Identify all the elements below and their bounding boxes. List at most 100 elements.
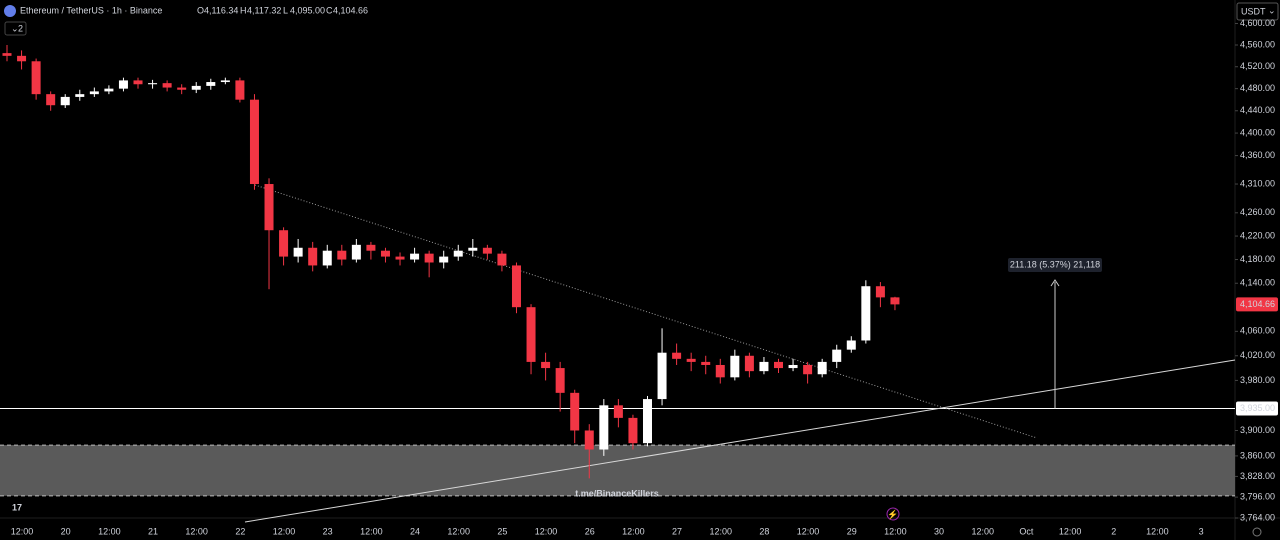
x-tick-label: 24 xyxy=(410,526,420,536)
candle-body xyxy=(322,250,332,266)
candle-body xyxy=(570,392,580,431)
candle-body xyxy=(584,430,594,450)
measure-box xyxy=(1008,258,1102,272)
event-icon-glyph: ⚡ xyxy=(887,508,898,520)
y-tick-label: 4,360.00 xyxy=(1240,150,1275,160)
y-tick-label: 3,980.00 xyxy=(1240,375,1275,385)
chevron: ⌄ xyxy=(11,23,19,33)
candle-body xyxy=(803,364,813,375)
x-tick-label: 12:00 xyxy=(11,526,34,536)
trend-line xyxy=(254,184,1038,439)
hline-label: 3,935.00 xyxy=(1240,403,1275,413)
ohlc-key: L xyxy=(283,5,288,15)
candle-body xyxy=(555,368,565,393)
candle-body xyxy=(832,349,842,362)
trend-line xyxy=(244,359,1236,523)
candle-body xyxy=(774,361,784,369)
x-tick-label: 23 xyxy=(323,526,333,536)
candle-body xyxy=(890,297,900,305)
x-tick-label: 2 xyxy=(1111,526,1116,536)
y-tick-label: 4,310.00 xyxy=(1240,178,1275,188)
candle-body xyxy=(744,355,754,372)
x-tick-label: 12:00 xyxy=(1059,526,1082,536)
x-tick-label: 12:00 xyxy=(884,526,907,536)
candle-body xyxy=(133,80,143,85)
candle-body xyxy=(337,250,347,260)
candle-body xyxy=(613,405,623,418)
candle-body xyxy=(2,53,12,56)
candle-body xyxy=(511,265,521,308)
candle-body xyxy=(875,286,885,298)
x-tick-label: 12:00 xyxy=(709,526,732,536)
chart-title[interactable]: Ethereum / TetherUS · 1h · Binance xyxy=(20,5,162,15)
tv-logo[interactable]: 17 xyxy=(12,502,22,512)
candle-body xyxy=(642,399,652,444)
candle-body xyxy=(308,247,318,266)
event-icon[interactable] xyxy=(886,507,900,521)
indicator-toggle[interactable] xyxy=(4,21,27,36)
candle-body xyxy=(206,82,216,86)
chevron: ⌄ xyxy=(1268,5,1276,15)
candle-body xyxy=(759,361,769,372)
y-tick-label: 4,060.00 xyxy=(1240,326,1275,336)
candle-body xyxy=(439,256,449,263)
candle-body xyxy=(17,55,27,62)
candle-body xyxy=(526,307,536,362)
indicator-count: 2 xyxy=(18,23,23,33)
candle-body xyxy=(599,405,609,450)
candle-body xyxy=(686,358,696,362)
candle-body xyxy=(60,96,70,106)
x-tick-label: 12:00 xyxy=(1146,526,1169,536)
ohlc-value: 4,117.32 xyxy=(247,5,281,15)
candle-body xyxy=(701,361,711,365)
ohlc-key: H xyxy=(240,5,247,15)
settings-icon[interactable] xyxy=(1252,527,1262,537)
y-tick-label: 3,764.00 xyxy=(1240,512,1275,522)
candle-body xyxy=(104,88,114,92)
candle-body xyxy=(410,253,420,260)
ohlc-key: O xyxy=(197,5,204,15)
y-tick-label: 3,900.00 xyxy=(1240,425,1275,435)
x-tick-label: 3 xyxy=(1199,526,1204,536)
candle-body xyxy=(380,250,390,257)
currency-label: USDT xyxy=(1241,6,1266,16)
x-tick-label: Oct xyxy=(1019,526,1034,536)
ohlc-key: C xyxy=(326,5,333,15)
y-tick-label: 4,600.00 xyxy=(1240,18,1275,28)
x-tick-label: 27 xyxy=(672,526,682,536)
candle-body xyxy=(788,364,798,369)
candle-body xyxy=(279,230,289,257)
candle-body xyxy=(89,91,99,95)
y-tick-label: 4,520.00 xyxy=(1240,61,1275,71)
candle-body xyxy=(249,99,259,185)
candle-body xyxy=(497,253,507,266)
candle-body xyxy=(453,250,463,257)
y-tick-label: 4,260.00 xyxy=(1240,207,1275,217)
support-zone xyxy=(0,445,1235,496)
measure-arrowhead xyxy=(1050,279,1060,287)
x-tick-label: 29 xyxy=(847,526,857,536)
y-tick-label: 3,860.00 xyxy=(1240,450,1275,460)
candle-body xyxy=(861,286,871,341)
x-tick-label: 21 xyxy=(148,526,158,536)
x-tick-label: 20 xyxy=(61,526,71,536)
candle-body xyxy=(715,364,725,378)
symbol-icon xyxy=(4,5,16,17)
currency-button[interactable] xyxy=(1236,2,1279,21)
x-tick-label: 26 xyxy=(585,526,595,536)
x-tick-label: 12:00 xyxy=(360,526,383,536)
candle-body xyxy=(424,253,434,263)
candle-body xyxy=(31,61,41,95)
candle-body xyxy=(366,244,376,251)
candle-body xyxy=(657,352,667,400)
x-tick-label: 25 xyxy=(497,526,507,536)
x-tick-label: 12:00 xyxy=(273,526,296,536)
y-tick-label: 4,440.00 xyxy=(1240,105,1275,115)
x-tick-label: 12:00 xyxy=(185,526,208,536)
candle-body xyxy=(75,94,85,97)
ohlc-value: 4,104.66 xyxy=(333,5,368,15)
x-tick-label: 22 xyxy=(235,526,245,536)
candle-body xyxy=(235,80,245,100)
y-tick-label: 4,020.00 xyxy=(1240,350,1275,360)
